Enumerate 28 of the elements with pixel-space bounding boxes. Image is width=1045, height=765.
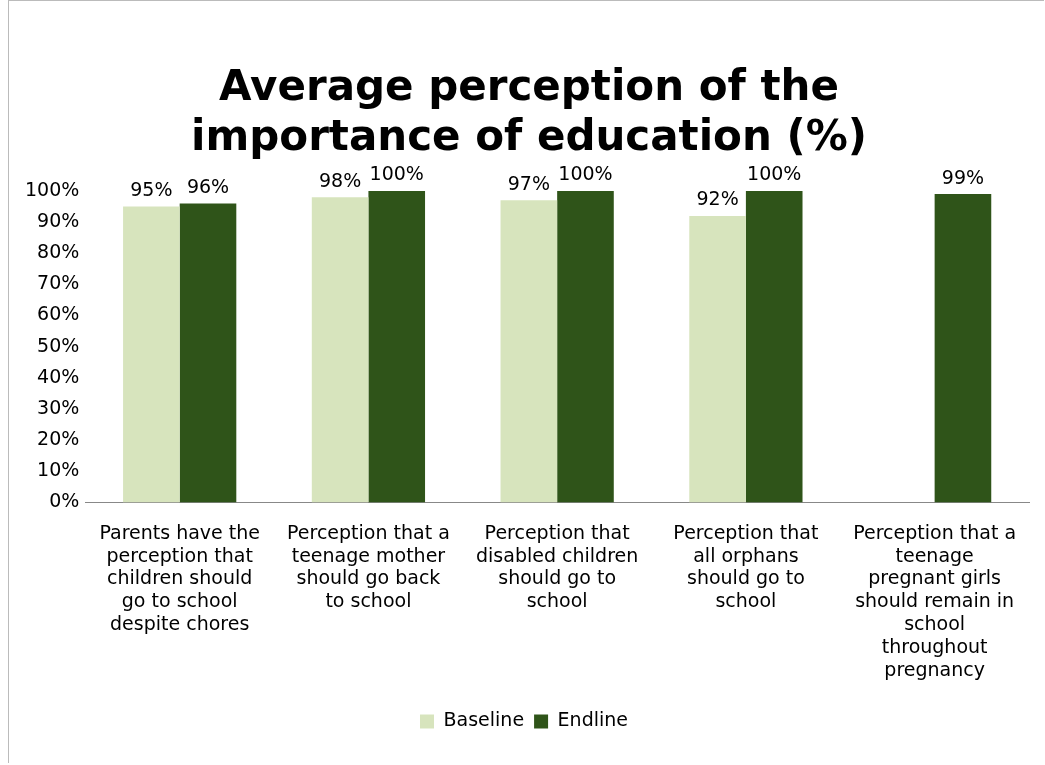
y-tick-label: 50% <box>37 333 80 356</box>
y-tick-label: 30% <box>37 395 80 418</box>
x-tick-label: Perception that a teenage pregnant girls should remain in school throughout pregnancy <box>853 520 1017 680</box>
y-tick-label: 20% <box>37 427 80 450</box>
data-label: 99% <box>941 165 985 188</box>
data-label: 100% <box>558 162 613 185</box>
x-tick-label: Perception that all orphans should go to school <box>673 520 819 612</box>
legend-label: Endline <box>557 708 628 731</box>
y-tick-label: 40% <box>37 364 80 387</box>
legend-label: Baseline <box>443 708 525 731</box>
chart-title: Average perception of the importance of education (%) <box>190 61 868 161</box>
data-label: 100% <box>747 162 802 185</box>
y-tick-label: 80% <box>37 240 80 263</box>
y-tick-label: 0% <box>49 489 80 512</box>
x-tick-label: Perception that a teenage mother should go back to school <box>287 520 450 612</box>
data-label: 96% <box>186 174 230 197</box>
x-tick-label: Perception that disabled children should go to school <box>476 520 639 612</box>
y-tick-label: 60% <box>37 302 80 325</box>
y-tick-label: 90% <box>37 209 80 232</box>
data-label: 100% <box>369 162 424 185</box>
data-label: 98% <box>319 168 362 191</box>
y-tick-label: 70% <box>37 271 80 294</box>
y-tick-label: 10% <box>37 458 80 481</box>
y-tick-label: 100% <box>24 177 80 200</box>
data-label: 97% <box>507 171 550 194</box>
data-label: 95% <box>130 178 173 201</box>
data-label: 92% <box>696 187 739 210</box>
x-tick-label: Parents have the perception that children should go to school despite chores <box>99 520 260 634</box>
